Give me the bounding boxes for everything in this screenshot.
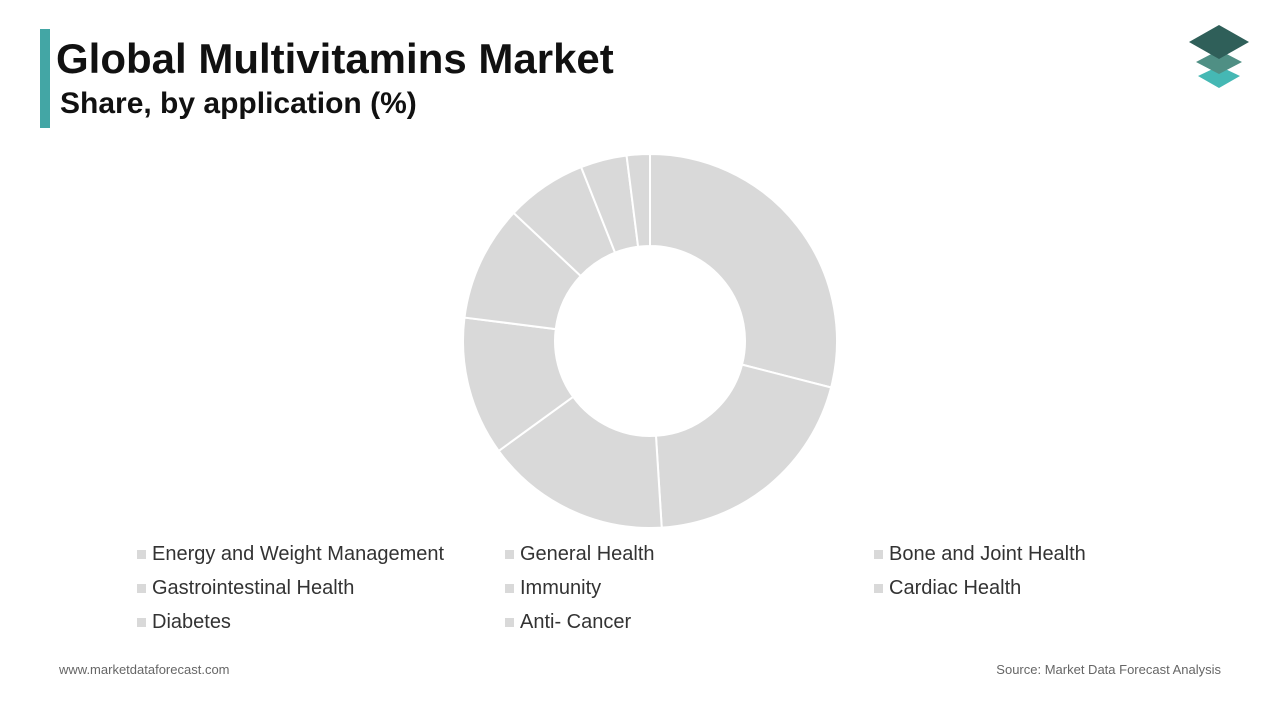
donut-slice-energy-and-weight-management	[649, 152, 838, 389]
page-title: Global Multivitamins Market	[56, 35, 614, 82]
donut-slice-anti-cancer	[625, 152, 651, 248]
page-subtitle: Share, by application (%)	[60, 87, 417, 120]
source-note: Source: Market Data Forecast Analysis	[996, 662, 1221, 677]
title-accent-bar	[40, 29, 50, 128]
stacked-layers-icon	[1189, 25, 1249, 88]
logo-layer-bottom	[1198, 66, 1240, 88]
logo-layer-middle	[1196, 50, 1242, 74]
website-url: www.marketdataforecast.com	[59, 662, 230, 677]
donut-slice-general-health	[654, 363, 833, 529]
donut-slice-bone-and-joint-health	[497, 395, 663, 529]
logo-layer-top	[1189, 25, 1249, 59]
